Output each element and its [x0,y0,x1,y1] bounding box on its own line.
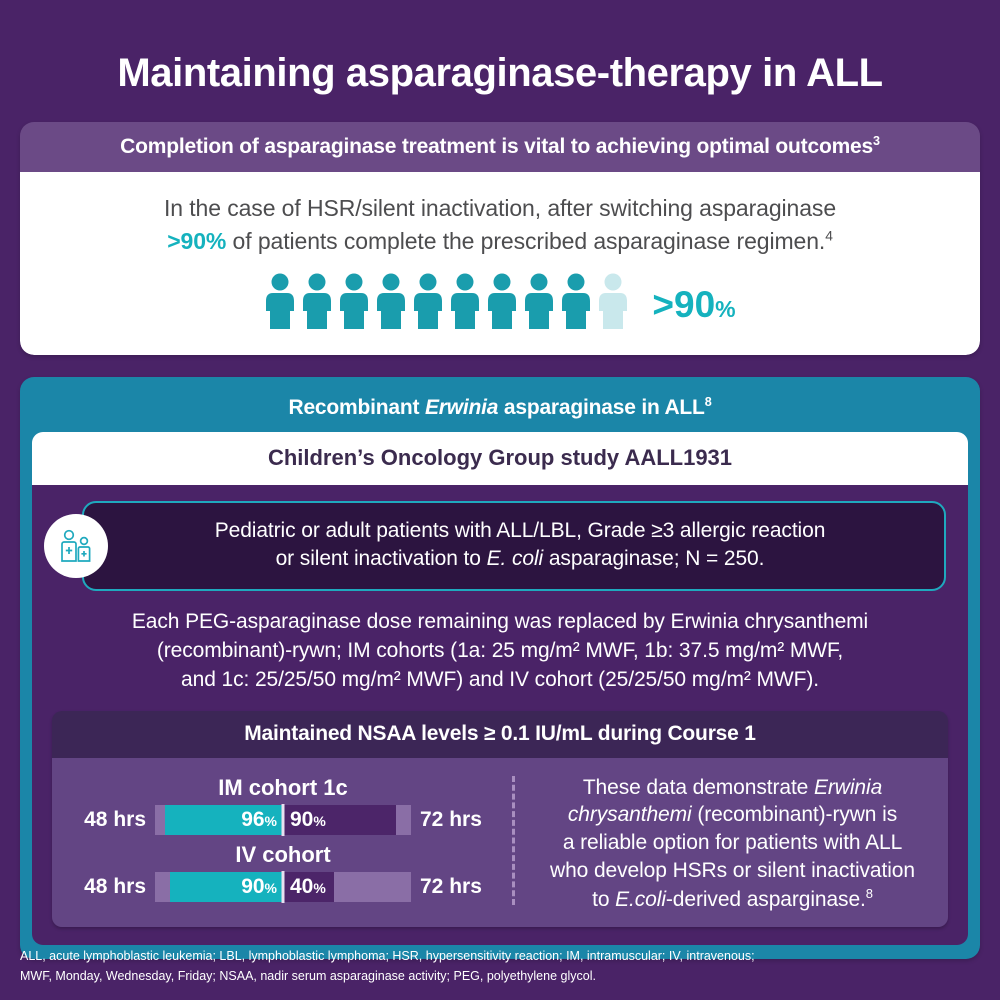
bar-half-left: 96% [155,804,283,835]
results-panel-header: Maintained NSAA levels ≥ 0.1 IU/mL durin… [52,710,948,758]
pictogram-value-unit: % [715,296,736,323]
conclusion-line-4: who develop HSRs or silent inactivation [550,858,915,882]
bar-value-unit: % [264,813,277,830]
conclusion-superscript: 8 [865,885,873,901]
person-icon [488,273,517,330]
completion-line-2: of patients complete the prescribed aspa… [226,227,826,254]
conclusion-line-1-prefix: These data demonstrate [582,775,814,799]
bar-value-72hrs-iv: 40% [290,876,326,897]
pictogram-people-row: >90% [50,273,950,330]
bar-value-number: 40 [290,875,314,899]
bar-axis-label-right: 72 hrs [420,807,482,831]
pictogram-value: >90% [652,286,735,323]
bar-track-im-1c: 96% 90% [155,803,411,836]
footnote-line-1: ALL, acute lymphoblastic leukemia; LBL, … [20,949,755,964]
completion-body-superscript: 4 [825,228,833,243]
person-icon [414,273,443,330]
footnote-line-2: MWF, Monday, Wednesday, Friday; NSAA, na… [20,968,596,983]
population-line-2-suffix: asparaginase; N = 250. [543,547,765,571]
population-line-2-italic: E. coli [486,547,544,571]
population-line-2-prefix: or silent inactivation to [275,547,487,571]
patients-pair-icon [44,513,108,578]
footnote: ALL, acute lymphoblastic leukemia; LBL, … [20,947,980,986]
dosing-description: Each PEG-asparaginase dose remaining was… [48,591,952,711]
bar-center-divider [281,870,285,903]
study-card-inner: Pediatric or adult patients with ALL/LBL… [32,485,968,946]
bar-row-im-1c: 48 hrs 96% 90% [64,803,502,837]
person-icon [562,273,591,330]
bar-axis-label-left: 48 hrs [84,874,146,898]
bar-value-unit: % [313,880,326,897]
person-icon-empty [599,273,628,330]
population-callout: Pediatric or adult patients with ALL/LBL… [44,501,946,591]
completion-statement: In the case of HSR/silent inactivation, … [50,192,950,257]
completion-line-1: In the case of HSR/silent inactivation, … [163,195,837,221]
results-panel: Maintained NSAA levels ≥ 0.1 IU/mL durin… [52,710,948,928]
cohort-label-im-1c: IM cohort 1c [218,774,348,800]
bar-value-unit: % [264,880,277,897]
bar-value-48hrs-iv: 90% [241,876,277,897]
bar-half-right: 40% [283,871,411,902]
completion-card-header: Completion of asparaginase treatment is … [20,122,980,172]
bar-value-number: 96 [241,808,265,832]
person-icon [266,273,295,330]
study-card: Recombinant Erwinia asparaginase in ALL8… [20,377,980,960]
dosing-line-3: and 1c: 25/25/50 mg/m² MWF) and IV cohor… [181,668,819,692]
population-line-1: Pediatric or adult patients with ALL/LBL… [214,519,826,543]
bar-fill-48hrs-im-1c: 96% [165,804,283,835]
study-header-italic: Erwinia [424,396,499,420]
bar-half-right: 90% [283,804,411,835]
bar-row-iv: 48 hrs 90% 40% [64,870,502,904]
page-title: Maintaining asparaginase-therapy in ALL [117,51,883,95]
nsaa-bar-chart: IM cohort 1c 48 hrs 96% 90% [52,766,512,914]
bar-center-divider [281,803,285,836]
bar-half-left: 90% [155,871,283,902]
results-vertical-divider [512,775,515,906]
conclusion-line-1-italic: Erwinia [814,775,883,799]
dosing-line-2: (recombinant)-rywn; IM cohorts (1a: 25 m… [156,638,844,662]
dosing-line-1: Each PEG-asparaginase dose remaining was… [131,609,869,633]
study-header-superscript: 8 [704,395,712,410]
bar-fill-72hrs-im-1c: 90% [283,804,396,835]
study-name-banner: Children’s Oncology Group study AALL1931 [32,432,968,486]
completion-card-body: In the case of HSR/silent inactivation, … [20,172,980,356]
person-icon [525,273,554,330]
study-header-prefix: Recombinant [288,396,425,420]
conclusion-line-5-italic: E.coli [615,887,666,911]
cohort-label-iv: IV cohort [235,841,331,867]
results-panel-body: IM cohort 1c 48 hrs 96% 90% [52,757,948,928]
bar-fill-72hrs-iv: 40% [283,871,335,902]
bar-value-unit: % [313,813,326,830]
bar-value-48hrs-im-1c: 96% [241,809,277,830]
person-icon [377,273,406,330]
completion-header-superscript: 3 [873,134,880,148]
conclusion-line-3: a reliable option for patients with ALL [562,831,903,855]
completion-card-header-text: Completion of asparaginase treatment is … [120,135,874,158]
bar-value-72hrs-im-1c: 90% [290,809,326,830]
study-header-suffix: asparaginase in ALL [498,396,705,420]
person-icon [451,273,480,330]
conclusion-line-2-suffix: (recombinant)-rywn is [691,803,898,827]
bar-value-number: 90 [290,808,314,832]
completion-card: Completion of asparaginase treatment is … [20,122,980,356]
bar-axis-label-left: 48 hrs [84,807,146,831]
person-icon [303,273,332,330]
conclusion-line-5-prefix: to [592,887,616,911]
conclusion-line-5-suffix: -derived asparginase. [665,887,866,911]
results-conclusion: These data demonstrate Erwinia chrysanth… [515,766,948,914]
completion-highlight-value: >90% [167,227,227,254]
bar-track-iv: 90% 40% [155,870,411,903]
conclusion-line-2-italic: chrysanthemi [567,803,692,827]
bar-value-number: 90 [241,875,265,899]
study-card-header: Recombinant Erwinia asparaginase in ALL8 [32,389,968,432]
pictogram-value-number: >90 [652,284,716,326]
person-icon [340,273,369,330]
bar-fill-48hrs-iv: 90% [170,871,283,902]
bar-axis-label-right: 72 hrs [420,874,482,898]
